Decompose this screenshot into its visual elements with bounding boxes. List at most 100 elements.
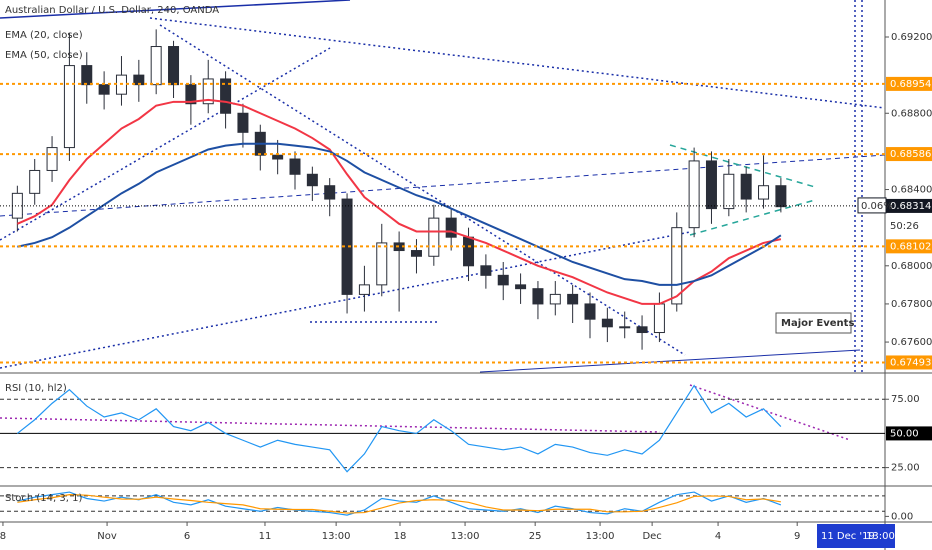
candle-body	[775, 185, 787, 208]
candle-body	[497, 274, 509, 286]
candle-body	[515, 284, 527, 290]
level-label: 0.68954	[890, 79, 931, 90]
legend-entry: EMA (50, close)	[5, 50, 83, 61]
last-price-label: 0.68314	[890, 201, 931, 212]
y-tick-label: 75.00	[891, 394, 920, 405]
y-tick-label: 0.67800	[891, 299, 932, 310]
x-tick-label: 6	[184, 531, 190, 542]
x-tick-label: 13:00	[586, 531, 615, 542]
trend-line	[159, 24, 686, 356]
y-tick-label: 25.00	[891, 463, 920, 474]
event-box	[775, 312, 852, 334]
trend-line	[149, 17, 886, 109]
x-tick-label: Dec	[642, 531, 661, 542]
candle-body	[688, 160, 700, 229]
candle-body	[671, 227, 683, 305]
candle-body	[81, 65, 93, 86]
trend-line	[0, 47, 331, 241]
candle-body	[202, 78, 214, 105]
candle-body	[601, 318, 613, 328]
candle-body	[237, 112, 249, 133]
candle-body	[220, 78, 232, 114]
x-tick-label: 13:00	[451, 531, 480, 542]
candle-body	[445, 217, 457, 238]
level-label-box	[886, 239, 932, 254]
change-label: 0.06%	[861, 201, 893, 212]
candle-body	[410, 250, 422, 257]
cursor-date: 11 Dec '19	[821, 531, 875, 542]
pane-title: Australian Dollar / U.S. Dollar, 240, OA…	[5, 5, 219, 16]
last-price-label-box	[886, 198, 932, 213]
candle-body	[150, 46, 162, 86]
level-label-box	[886, 355, 932, 370]
candle-body	[289, 158, 301, 175]
candle-body	[549, 293, 561, 305]
level-label: 0.68102	[890, 241, 931, 252]
x-tick-label: 25	[529, 531, 542, 542]
candle-body	[532, 288, 544, 305]
x-tick-label: 4	[715, 531, 721, 542]
candle-body	[740, 173, 752, 200]
indicator-line	[16, 384, 782, 473]
trend-line	[0, 231, 691, 369]
level-label-box	[886, 76, 932, 91]
y-tick-label: 0.68000	[891, 261, 932, 272]
change-box	[857, 197, 887, 214]
candle-body	[376, 242, 388, 286]
candle-body	[463, 236, 475, 267]
candle-body	[168, 46, 180, 86]
ema-line	[16, 98, 782, 305]
candle-body	[480, 265, 492, 276]
pane-title: Stoch (14, 3, 1)	[5, 493, 82, 504]
y-tick-label: 0.68800	[891, 108, 932, 119]
x-tick-label: Nov	[97, 531, 117, 542]
y-tick-label: 0.67600	[891, 337, 932, 348]
candle-body	[358, 284, 370, 295]
y-tick-label: 0.68400	[891, 185, 932, 196]
indicator-line	[17, 494, 781, 514]
candle-body	[185, 84, 197, 105]
event-label: Major Events	[781, 318, 854, 329]
candle-body	[653, 303, 665, 334]
x-tick-label: 11	[259, 531, 272, 542]
trend-line	[479, 349, 861, 373]
ref-label: 50.00	[890, 428, 919, 439]
legend-entry: EMA (20, close)	[5, 30, 83, 41]
trend-line	[0, 0, 351, 19]
candle-body	[324, 185, 336, 200]
y-tick-label: 0.00	[891, 511, 913, 522]
candle-body	[758, 185, 770, 200]
rsi-trend-line	[0, 417, 661, 433]
candle-body	[567, 293, 579, 305]
countdown: 50:26	[890, 221, 919, 232]
candle-body	[619, 326, 631, 329]
candle-body	[11, 192, 23, 219]
candle-body	[705, 160, 717, 210]
candle-body	[46, 147, 58, 171]
candle-body	[584, 303, 596, 320]
candle-body	[636, 326, 648, 334]
cursor-time: 13:00	[866, 531, 895, 542]
x-tick-label: 8	[0, 531, 6, 542]
y-tick-label: 0.69200	[891, 32, 932, 43]
candle-body	[63, 65, 75, 149]
candle-body	[29, 169, 41, 194]
candle-body	[98, 84, 110, 95]
x-tick-label: 9	[794, 531, 800, 542]
candle-body	[306, 173, 318, 187]
level-label: 0.67493	[890, 357, 931, 368]
ref-label-box	[886, 426, 932, 441]
candle-body	[272, 154, 284, 160]
ema-line	[17, 142, 782, 286]
cursor-box	[817, 524, 895, 548]
rsi-trend-line	[689, 384, 851, 441]
level-label: 0.68586	[890, 149, 931, 160]
x-tick-label: 13:00	[322, 531, 351, 542]
candle-body	[723, 173, 735, 210]
candle-body	[428, 217, 440, 257]
x-tick-label: 18	[394, 531, 407, 542]
pane-title: RSI (10, hl2)	[5, 383, 67, 394]
level-label-box	[886, 147, 932, 162]
